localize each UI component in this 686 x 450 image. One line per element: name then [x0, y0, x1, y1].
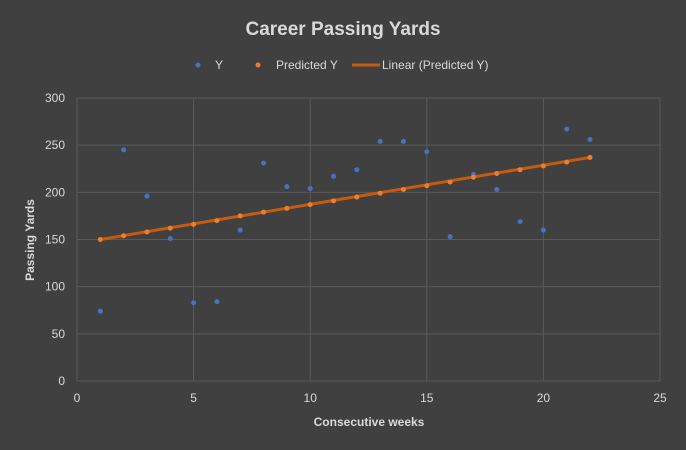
- point-y: [354, 167, 360, 173]
- point-predicted-y: [331, 198, 337, 204]
- point-predicted-y: [191, 221, 197, 227]
- y-tick-label: 150: [45, 233, 65, 247]
- point-y: [214, 299, 220, 305]
- point-y: [494, 187, 500, 193]
- point-predicted-y: [97, 237, 103, 242]
- point-y: [237, 227, 243, 233]
- data-points: [97, 126, 593, 314]
- point-y: [144, 193, 150, 199]
- point-y: [540, 227, 546, 233]
- point-predicted-y: [354, 194, 360, 200]
- point-predicted-y: [447, 179, 453, 185]
- y-axis-ticks: 0 50 100 150 200 250 300: [45, 91, 65, 388]
- point-predicted-y: [540, 163, 546, 169]
- y-tick-label: 100: [45, 280, 65, 294]
- legend-marker-predicted-y: [255, 62, 261, 68]
- x-tick-label: 10: [304, 391, 318, 405]
- point-predicted-y: [377, 190, 383, 196]
- legend-label-predicted-y: Predicted Y: [276, 58, 338, 72]
- point-y: [121, 147, 127, 153]
- trendline-linear-predicted-y: [98, 155, 592, 241]
- point-y: [564, 126, 570, 132]
- x-tick-label: 15: [420, 391, 434, 405]
- point-y: [167, 236, 173, 242]
- point-y: [261, 160, 267, 166]
- point-predicted-y: [307, 202, 313, 208]
- trendline-layer: [98, 155, 592, 241]
- point-y: [517, 219, 523, 225]
- point-predicted-y: [284, 205, 290, 211]
- y-tick-label: 50: [52, 327, 66, 341]
- point-predicted-y: [517, 167, 523, 173]
- point-predicted-y: [400, 187, 406, 193]
- point-predicted-y: [214, 218, 220, 224]
- point-y: [331, 173, 337, 179]
- x-axis-ticks: 0 5 10 15 20 25: [74, 391, 667, 405]
- point-predicted-y: [261, 209, 267, 215]
- y-tick-label: 250: [45, 138, 65, 152]
- legend-label-y: Y: [215, 58, 223, 72]
- point-predicted-y: [144, 229, 150, 235]
- point-predicted-y: [494, 170, 500, 176]
- y-axis-label: Passing Yards: [23, 199, 37, 281]
- y-tick-label: 0: [58, 374, 65, 388]
- point-y: [587, 137, 593, 143]
- point-predicted-y: [121, 233, 127, 239]
- chart-title: Career Passing Yards: [245, 19, 440, 40]
- point-y: [307, 186, 313, 192]
- point-y: [97, 308, 103, 314]
- y-tick-label: 300: [45, 91, 65, 105]
- point-predicted-y: [470, 174, 476, 180]
- point-predicted-y: [564, 159, 570, 165]
- x-tick-label: 5: [190, 391, 197, 405]
- x-tick-label: 20: [537, 391, 551, 405]
- gridlines: [76, 97, 661, 382]
- y-tick-label: 200: [45, 185, 65, 199]
- point-y: [400, 138, 406, 144]
- x-axis-label: Consecutive weeks: [314, 415, 425, 429]
- point-y: [447, 234, 453, 240]
- x-tick-label: 25: [653, 391, 667, 405]
- point-y: [424, 149, 430, 155]
- point-predicted-y: [587, 154, 593, 160]
- legend: Y Predicted Y Linear (Predicted Y): [195, 58, 489, 72]
- point-predicted-y: [167, 225, 173, 231]
- point-y: [284, 184, 290, 190]
- point-predicted-y: [237, 213, 243, 219]
- point-predicted-y: [424, 183, 430, 189]
- legend-label-linear: Linear (Predicted Y): [382, 58, 489, 72]
- x-tick-label: 0: [74, 391, 81, 405]
- legend-marker-y: [195, 62, 201, 68]
- point-y: [377, 138, 383, 144]
- point-y: [191, 300, 197, 306]
